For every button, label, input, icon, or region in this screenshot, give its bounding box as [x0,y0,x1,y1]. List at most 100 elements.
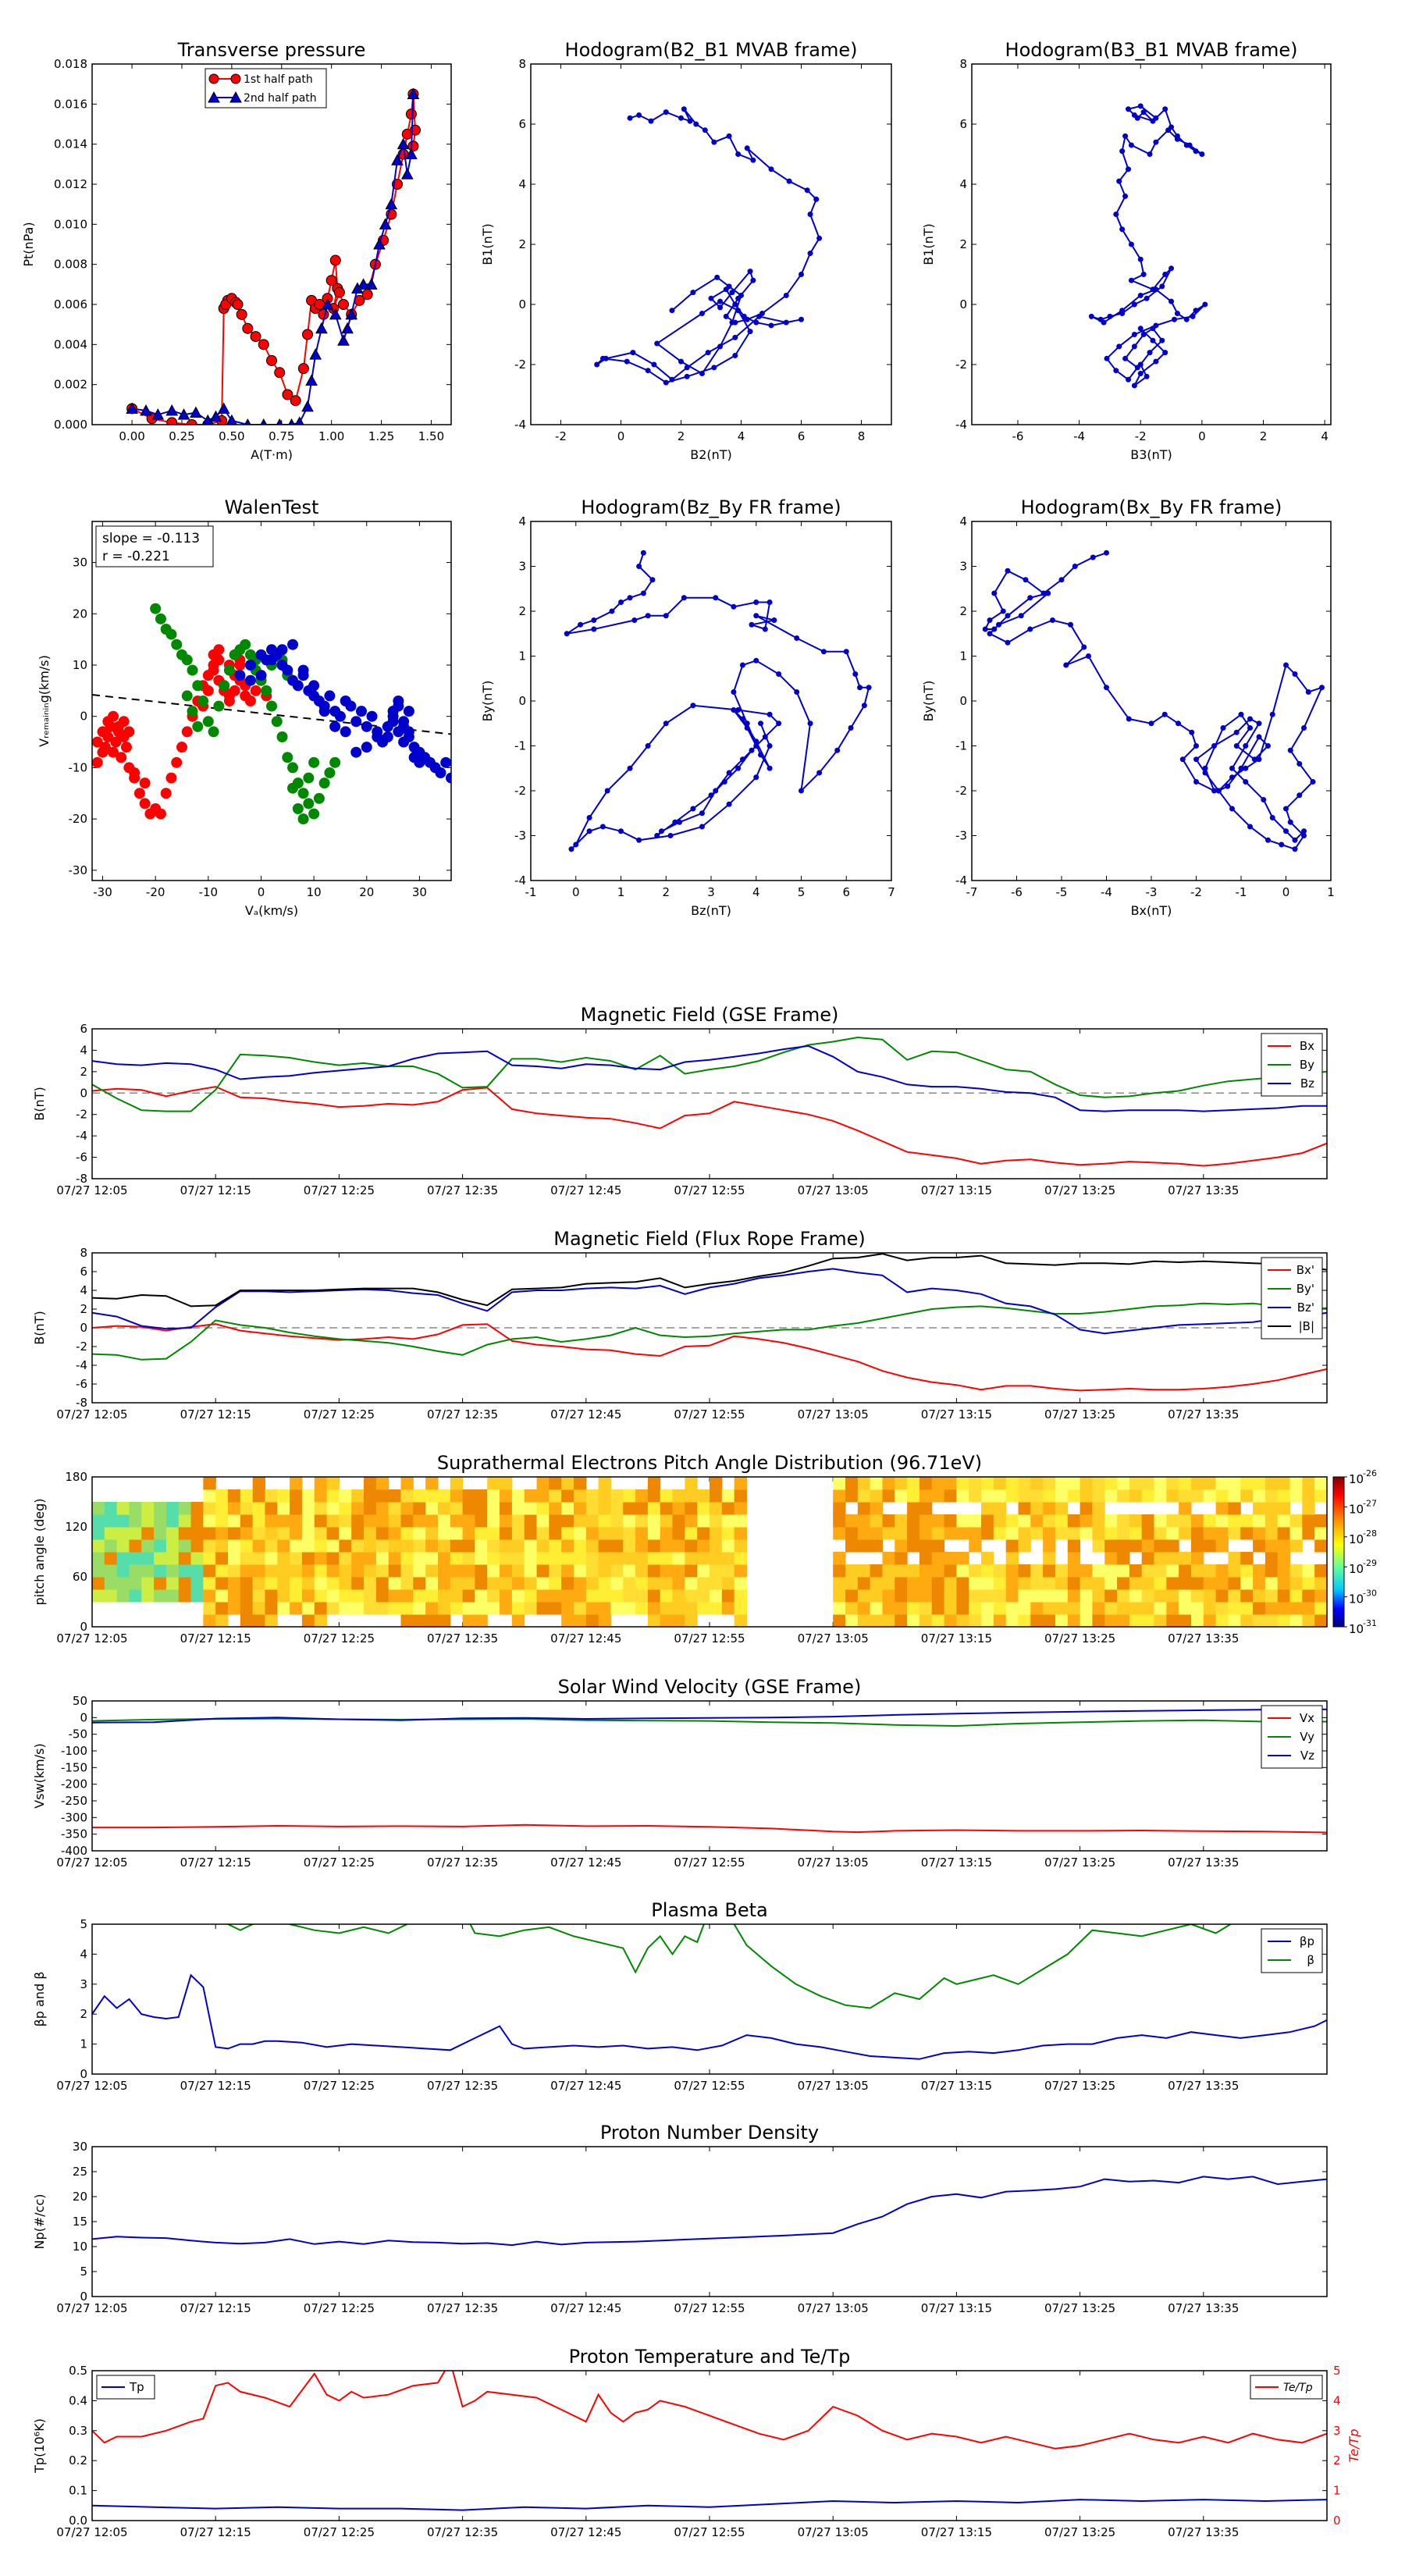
heatmap-cell [1104,1552,1118,1565]
data-point [287,639,299,650]
heatmap-cell [931,1552,945,1565]
data-point [234,670,246,681]
heatmap-cell [623,1552,636,1565]
heatmap-cell [154,1514,167,1528]
heatmap-cell [437,1577,451,1590]
y-tick-label: -4 [955,418,967,432]
heatmap-cell [857,1477,871,1490]
heatmap-cell [1080,1589,1093,1603]
heatmap-cell [1228,1527,1241,1540]
heatmap-cell [450,1577,464,1590]
heatmap-cell [364,1552,377,1565]
heatmap-cell [1302,1477,1315,1490]
heatmap-cell [993,1577,1007,1590]
heatmap-cell [1190,1577,1204,1590]
heatmap-cell [833,1527,846,1540]
data-point [334,710,346,722]
heatmap-cell [536,1502,550,1515]
heatmap-cell [573,1577,587,1590]
heatmap-cell [1179,1564,1192,1578]
heatmap-cell [1055,1589,1069,1603]
data-point [723,313,729,319]
heatmap-cell [1302,1602,1315,1615]
heatmap-cell [141,1527,155,1540]
data-point [350,716,362,728]
heatmap-cell [1253,1527,1266,1540]
heatmap-cell [610,1502,624,1515]
data-point [636,564,642,569]
data-point [1193,756,1199,763]
heatmap-cell [536,1489,550,1503]
x-tick-label: -10 [199,885,219,899]
heatmap-cell [1277,1527,1291,1540]
heatmap-cell [1092,1477,1105,1490]
y-tick-label: -2 [514,784,526,798]
data-point [717,304,724,311]
heatmap-cell [116,1577,130,1590]
heatmap-cell [1253,1614,1266,1627]
heatmap-cell [1080,1489,1093,1503]
data-point [731,689,737,695]
data-point [1101,319,1107,326]
heatmap-cell [882,1614,895,1627]
heatmap-cell [1129,1577,1143,1590]
heatmap-cell [1005,1614,1019,1627]
data-point [735,707,742,713]
heatmap-cell [561,1502,574,1515]
data-point [1137,371,1144,377]
data-point [1247,725,1253,731]
y-axis-label: B(nT) [32,1311,47,1344]
y-tick-label: 0.018 [54,57,87,71]
data-point [767,743,773,749]
heatmap-cell [1264,1489,1279,1503]
y-axis-label: Vsw(km/s) [32,1743,47,1808]
data-point [624,358,630,365]
y-tick-label: 0 [80,2067,87,2081]
heatmap-cell [1141,1602,1155,1615]
heatmap-cell [660,1602,674,1615]
heatmap-cell [388,1514,401,1528]
data-point [982,626,988,632]
heatmap-cell [981,1502,994,1515]
heatmap-cell [610,1539,624,1553]
heatmap-cell [672,1539,685,1553]
data-point [325,275,337,286]
heatmap-cell [228,1539,241,1553]
heatmap-cell [549,1514,562,1528]
heatmap-cell [165,1552,180,1565]
heatmap-cell [907,1489,920,1503]
heatmap-cell [314,1602,328,1615]
heatmap-cell [277,1514,290,1528]
y-tick-label: -50 [69,1727,88,1742]
heatmap-cell [388,1502,401,1515]
heatmap-cell [1104,1477,1118,1490]
heatmap-cell [413,1489,426,1503]
heatmap-cell [375,1489,389,1503]
data-point [750,157,756,163]
data-point [1005,639,1011,646]
heatmap-cell [524,1589,538,1603]
y-tick-label: 3 [959,560,967,574]
data-point [266,354,277,366]
x-tick-label: 07/27 12:45 [550,2525,621,2539]
x-tick-label: 4 [1321,429,1329,443]
heatmap-cell [314,1514,328,1528]
data-point [1292,671,1298,677]
axes-frame [530,63,892,425]
heatmap-cell [524,1527,538,1540]
heatmap-cell [265,1489,278,1503]
heatmap-cell [290,1577,303,1590]
data-point [308,808,320,820]
x-axis-label: Bz(nT) [691,903,731,918]
y-tick-label: 0.006 [54,297,87,311]
heatmap-cell [944,1577,957,1590]
data-point [1243,765,1249,771]
heatmap-cell [400,1477,414,1490]
data-point [1140,272,1147,277]
heatmap-cell [870,1527,883,1540]
heatmap-cell [660,1527,674,1540]
heatmap-cell [895,1477,908,1490]
heatmap-cell [969,1527,982,1540]
heatmap-cell [610,1527,624,1540]
